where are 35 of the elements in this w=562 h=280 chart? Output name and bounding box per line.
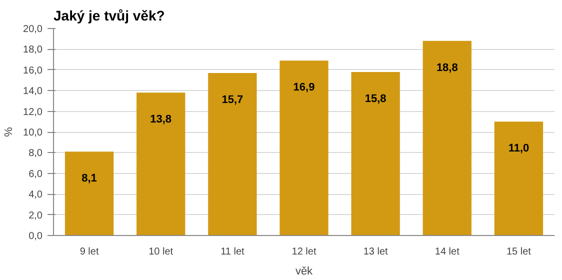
data-label: 8,1 xyxy=(82,172,97,185)
x-tick-label: 14 let xyxy=(434,246,460,258)
data-label: 11,0 xyxy=(508,142,530,155)
y-tick-label: 2,0 xyxy=(28,210,43,222)
bar xyxy=(494,122,544,236)
y-tick-label: 6,0 xyxy=(28,168,43,180)
x-axis-title: věk xyxy=(295,266,314,278)
x-tick-label: 9 let xyxy=(80,246,99,258)
y-tick-label: 10,0 xyxy=(23,128,43,138)
x-tick-label: 15 let xyxy=(506,246,532,258)
x-tick-label: 11 let xyxy=(220,246,245,258)
y-tick-label: 12,0 xyxy=(23,106,43,118)
data-label: 15,7 xyxy=(222,94,244,106)
data-label: 18,8 xyxy=(436,62,458,74)
data-label: 15,8 xyxy=(364,92,386,105)
data-label: 13,8 xyxy=(150,114,172,126)
bar xyxy=(280,60,328,236)
y-tick-label: 16,0 xyxy=(23,65,43,76)
x-tick-label: 12 let xyxy=(292,246,316,258)
x-tick-label: 10 let xyxy=(148,246,174,258)
y-tick-label: 18,0 xyxy=(23,44,43,56)
y-tick-label: 4,0 xyxy=(28,190,43,201)
chart-title: Jaký je tvůj věk? xyxy=(54,8,165,24)
bar xyxy=(64,152,114,236)
bar xyxy=(136,92,186,236)
y-tick-label: 14,0 xyxy=(23,86,43,98)
data-label: 16,9 xyxy=(293,82,315,94)
y-tick-label: 8,0 xyxy=(28,148,43,160)
bar xyxy=(208,73,257,236)
y-tick-label: 20,0 xyxy=(23,24,43,35)
y-axis-title: % xyxy=(3,126,16,137)
bar xyxy=(351,72,400,236)
x-tick-label: 13 let xyxy=(363,246,388,258)
y-tick-label: 0,0 xyxy=(28,231,43,242)
bar xyxy=(422,40,472,236)
